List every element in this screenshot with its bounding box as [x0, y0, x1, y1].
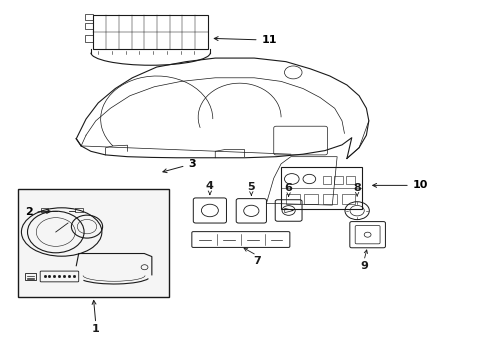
Text: 11: 11 — [214, 35, 277, 45]
Bar — [18, 189, 168, 297]
Bar — [304, 194, 318, 204]
Bar — [285, 194, 299, 204]
Bar — [84, 14, 93, 21]
Bar — [84, 36, 93, 42]
Text: 5: 5 — [247, 182, 255, 192]
Text: 6: 6 — [284, 183, 292, 193]
Text: 7: 7 — [252, 256, 260, 266]
Bar — [322, 176, 330, 184]
Text: 10: 10 — [372, 180, 427, 190]
Bar — [25, 273, 36, 280]
Bar — [323, 194, 336, 204]
Bar — [341, 194, 354, 204]
Text: 1: 1 — [92, 324, 100, 334]
Text: 4: 4 — [205, 181, 213, 191]
Text: 2: 2 — [24, 207, 50, 217]
Bar — [281, 167, 361, 209]
Bar — [41, 208, 48, 212]
Bar — [84, 23, 93, 30]
Bar — [333, 176, 342, 184]
Text: 9: 9 — [359, 261, 367, 271]
Text: 8: 8 — [352, 183, 360, 193]
Text: 3: 3 — [163, 159, 196, 173]
Bar — [345, 176, 354, 184]
Bar — [75, 208, 82, 212]
Bar — [93, 15, 207, 49]
